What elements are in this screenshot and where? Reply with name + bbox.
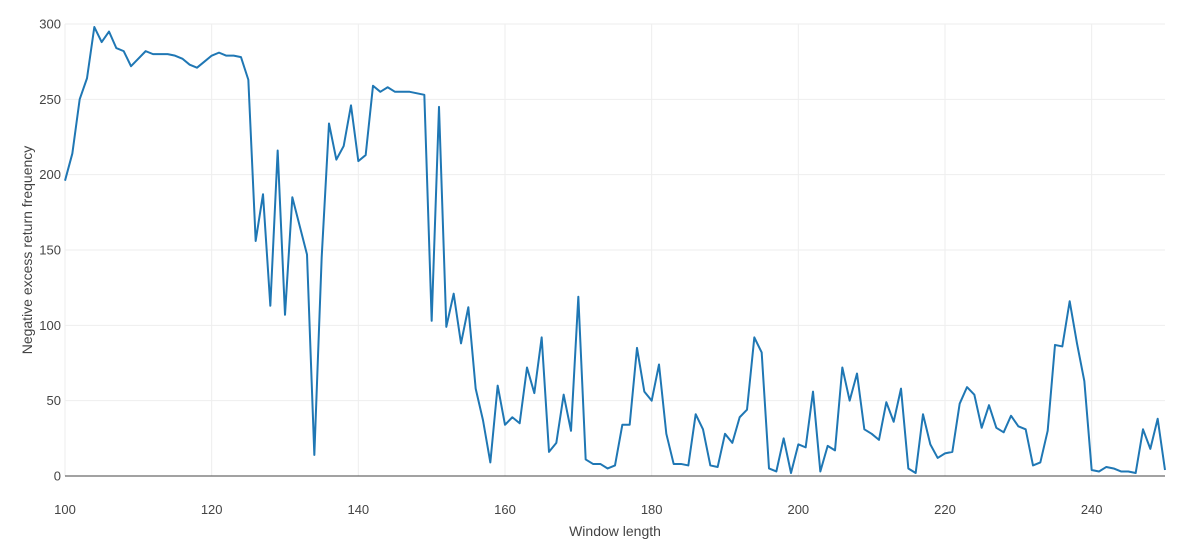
y-tick-label: 0 bbox=[54, 469, 61, 484]
y-tick-labels: 0 50 100 150 200 250 300 bbox=[39, 17, 61, 484]
y-tick-label: 50 bbox=[47, 393, 61, 408]
x-tick-label: 240 bbox=[1081, 502, 1103, 517]
y-tick-label: 300 bbox=[39, 17, 61, 32]
y-axis-title: Negative excess return frequency bbox=[19, 146, 35, 355]
x-tick-label: 160 bbox=[494, 502, 516, 517]
y-tick-label: 250 bbox=[39, 92, 61, 107]
x-axis-title: Window length bbox=[569, 523, 661, 539]
x-tick-labels: 100 120 140 160 180 200 220 240 bbox=[54, 502, 1102, 517]
x-tick-label: 180 bbox=[641, 502, 663, 517]
x-tick-label: 200 bbox=[787, 502, 809, 517]
y-tick-label: 100 bbox=[39, 318, 61, 333]
series-line bbox=[64, 26, 1166, 474]
x-tick-label: 100 bbox=[54, 502, 76, 517]
y-tick-label: 200 bbox=[39, 167, 61, 182]
x-tick-label: 220 bbox=[934, 502, 956, 517]
gridlines bbox=[64, 23, 1165, 476]
x-tick-label: 120 bbox=[201, 502, 223, 517]
y-tick-label: 150 bbox=[39, 243, 61, 258]
x-tick-label: 140 bbox=[347, 502, 369, 517]
